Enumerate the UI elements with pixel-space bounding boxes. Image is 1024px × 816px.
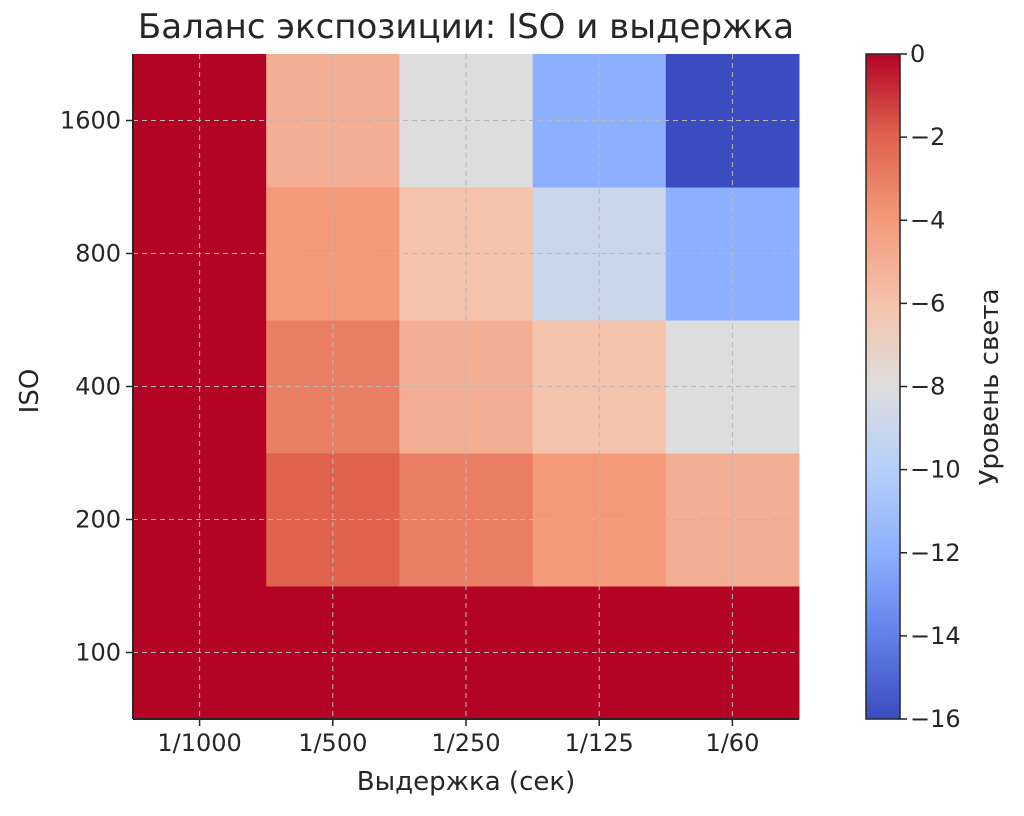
x-axis-label: Выдержка (сек): [357, 767, 575, 797]
x-tick-label: 1/125: [565, 729, 634, 757]
y-tick-label: 400: [75, 373, 121, 401]
y-tick-label: 800: [75, 240, 121, 268]
y-axis-label: ISO: [15, 369, 45, 414]
x-tick-label: 1/250: [431, 729, 500, 757]
colorbar-tick-label: −8: [910, 373, 945, 401]
colorbar-tick-label: −2: [910, 123, 945, 151]
x-tick-label: 1/500: [298, 729, 367, 757]
colorbar-tick-label: −16: [910, 705, 961, 733]
colorbar-tick-label: −10: [910, 456, 961, 484]
colorbar-tick-label: −14: [910, 622, 961, 650]
y-tick-label: 200: [75, 506, 121, 534]
axes: 1/1000 1/500 1/250 1/125 1/60 100 200 400 800 160…: [60, 54, 799, 757]
colorbar: [865, 53, 901, 720]
chart-title: Баланс экспозиции: ISO и выдержка: [138, 7, 794, 47]
colorbar-ticks: 0 −2 −4 −6 −8 −10 −12 −14 −16: [900, 40, 961, 733]
y-tick-label: 100: [75, 639, 121, 667]
heatmap-cell: [532, 453, 667, 587]
colorbar-tick-label: −6: [910, 289, 945, 317]
colorbar-tick-label: −12: [910, 539, 961, 567]
colorbar-label: Уровень света: [975, 289, 1005, 486]
colorbar-tick-label: 0: [910, 40, 925, 68]
heatmap-cell: [665, 453, 800, 587]
y-tick-label: 1600: [60, 107, 121, 135]
grid-lines: [133, 54, 799, 719]
colorbar-tick-label: −4: [910, 206, 945, 234]
x-tick-label: 1/1000: [157, 729, 241, 757]
x-tick-label: 1/60: [705, 729, 759, 757]
